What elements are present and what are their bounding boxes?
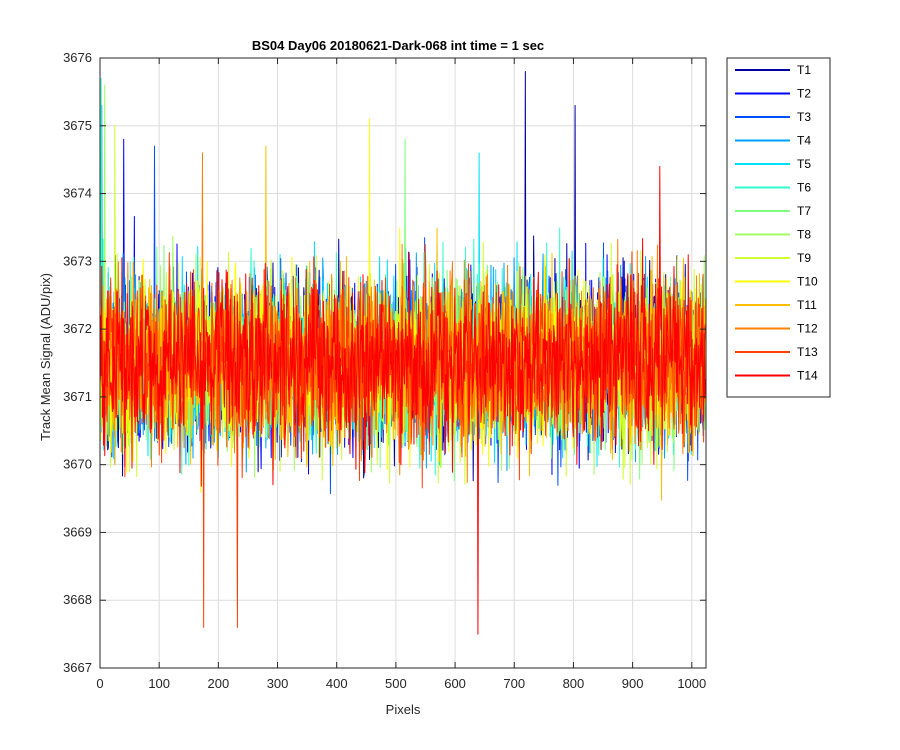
legend-label-t1: T1	[797, 63, 811, 77]
chart-title: BS04 Day06 20180621-Dark-068 int time = …	[252, 38, 544, 53]
y-tick-label: 3676	[63, 50, 92, 65]
ticks: 0 100 200 300 400 500 600 700 800 900 1000 3667 3668…	[63, 50, 706, 691]
x-tick-label: 0	[96, 676, 103, 691]
legend-label-t13: T13	[797, 345, 818, 359]
x-tick-label: 100	[148, 676, 170, 691]
legend-label-t9: T9	[797, 251, 811, 265]
x-tick-label: 300	[267, 676, 289, 691]
legend-label-t2: T2	[797, 87, 811, 101]
y-tick-label: 3667	[63, 660, 92, 675]
y-tick-label: 3675	[63, 118, 92, 133]
x-axis-label: Pixels	[386, 702, 421, 717]
x-tick-label: 700	[503, 676, 525, 691]
y-tick-label: 3673	[63, 253, 92, 268]
x-tick-label: 500	[385, 676, 407, 691]
y-tick-label: 3670	[63, 457, 92, 472]
axes-box	[99, 57, 707, 669]
legend-label-t10: T10	[797, 275, 818, 289]
y-tick-label: 3672	[63, 321, 92, 336]
y-tick-label: 3669	[63, 524, 92, 539]
legend-label-t6: T6	[797, 181, 811, 195]
x-tick-label: 200	[208, 676, 230, 691]
y-tick-label: 3671	[63, 389, 92, 404]
x-tick-label: 400	[326, 676, 348, 691]
x-tick-label: 900	[622, 676, 644, 691]
legend: T1 T2 T3 T4 T5 T6 T7 T8 T9 T10 T11 T12 T13 T14	[726, 57, 831, 398]
x-tick-label: 1000	[677, 676, 706, 691]
y-tick-label: 3674	[63, 186, 92, 201]
legend-label-t11: T11	[797, 298, 817, 312]
legend-label-t12: T12	[797, 322, 818, 336]
legend-label-t7: T7	[797, 204, 811, 218]
series-line-t14	[99, 165, 707, 635]
legend-label-t14: T14	[797, 369, 818, 383]
legend-box	[726, 57, 831, 398]
legend-label-t5: T5	[797, 157, 811, 171]
x-tick-label: 600	[444, 676, 466, 691]
y-axis-label: Track Mean Signal (ADU/pix)	[38, 273, 53, 441]
x-tick-label: 800	[563, 676, 585, 691]
series-layer	[99, 71, 707, 635]
y-tick-label: 3668	[63, 592, 92, 607]
legend-label-t4: T4	[797, 134, 811, 148]
legend-label-t8: T8	[797, 228, 811, 242]
legend-label-t3: T3	[797, 110, 811, 124]
